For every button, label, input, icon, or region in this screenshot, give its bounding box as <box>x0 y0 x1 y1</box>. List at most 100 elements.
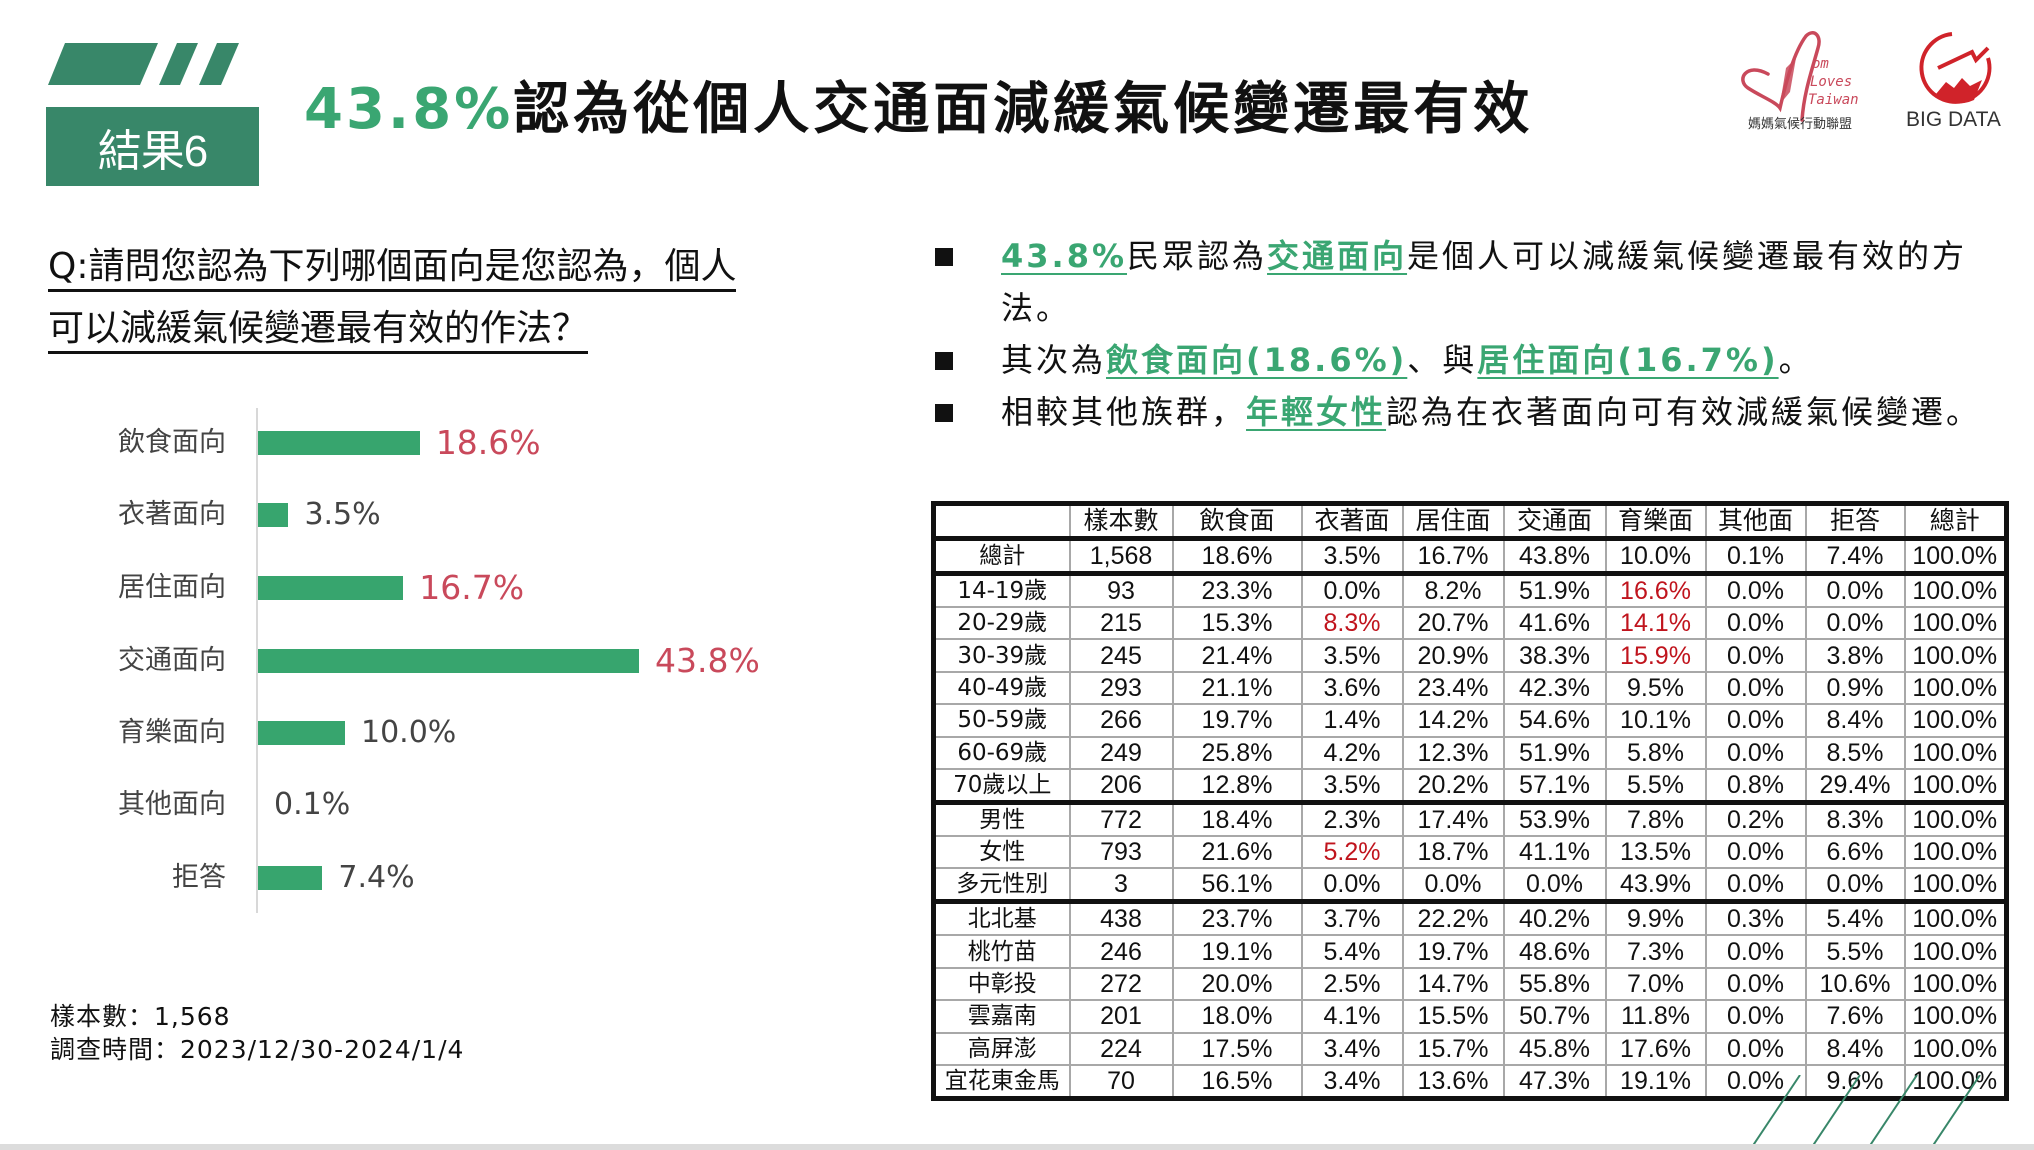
table-cell: 11.8% <box>1604 999 1707 1034</box>
table-cell: 16.6% <box>1604 571 1707 608</box>
table-cell: 100.0% <box>1903 899 2008 937</box>
finding-bullet-3: 相較其他族群，年輕女性認為在衣著面向可有效減緩氣候變遷。 <box>935 386 2015 438</box>
question-line-2: 可以減緩氣候變遷最有效的作法？ <box>48 308 589 354</box>
table-cell: 43.8% <box>1502 536 1607 575</box>
bar <box>258 649 640 673</box>
table-cell: 0.0% <box>1704 1063 1807 1100</box>
finding-text: 、與 <box>1407 341 1478 379</box>
table-cell: 206 <box>1068 767 1174 804</box>
table-row: 50-59歲 266 19.7% 1.4% 14.2% 54.6% 10.1% 0.0% 8.4… <box>932 703 2008 738</box>
table-cell: 100.0% <box>1903 867 2008 903</box>
sample-size: 樣本數：1,568 <box>50 1002 231 1031</box>
table-cell: 3 <box>1068 867 1174 903</box>
table-cell: 2.5% <box>1300 966 1404 1002</box>
title-highlight-percent: 43.8% <box>304 77 514 142</box>
table-cell: 1.4% <box>1300 703 1404 738</box>
bar-category-label: 交通面向 <box>118 645 226 676</box>
table-cell: 23.4% <box>1401 670 1505 706</box>
table-cell: 22.2% <box>1401 899 1505 937</box>
bar-value-label: 3.5% <box>304 497 381 532</box>
table-cell: 100.0% <box>1903 934 2008 969</box>
table-cell: 5.2% <box>1300 834 1404 870</box>
table-cell: 0.0% <box>1502 867 1607 903</box>
table-cell: 0.0% <box>1704 571 1807 608</box>
table-cell: 54.6% <box>1502 703 1607 738</box>
table-cell: 25.8% <box>1171 735 1303 770</box>
table-cell: 100.0% <box>1903 703 2008 738</box>
bar-chart: 飲食面向 18.6% 衣著面向 3.5% 居住面向 16.7% 交通面向 43.8% 育樂面向 1… <box>0 400 880 920</box>
finding-text: 其次為 <box>1001 341 1107 379</box>
table-cell: 100.0% <box>1903 735 2008 770</box>
table-cell: 19.1% <box>1604 1063 1707 1100</box>
table-cell: 16.5% <box>1171 1063 1303 1100</box>
table-cell: 12.8% <box>1171 767 1303 804</box>
table-column-header: 飲食面 <box>1171 502 1303 540</box>
table-cell: 5.8% <box>1604 735 1707 770</box>
table-cell: 7.4% <box>1804 536 1906 575</box>
table-row: 北北基 438 23.7% 3.7% 22.2% 40.2% 9.9% 0.3% 5.4% 100… <box>932 899 2008 937</box>
table-cell: 41.6% <box>1502 605 1607 641</box>
table-cell: 50.7% <box>1502 999 1607 1034</box>
table-cell: 0.0% <box>1300 867 1404 903</box>
bar-category-label: 拒答 <box>172 862 226 893</box>
bar-value-label: 18.6% <box>435 423 541 462</box>
table-cell: 18.0% <box>1171 999 1303 1034</box>
table-cell: 100.0% <box>1903 536 2008 575</box>
bar <box>258 576 404 600</box>
bar-category-label: 居住面向 <box>118 572 226 603</box>
table-cell: 20.0% <box>1171 966 1303 1002</box>
table-cell: 100.0% <box>1903 799 2008 837</box>
mom-loves-taiwan-logo: om Loves Taiwan 媽媽氣候行動聯盟 <box>1741 31 1859 132</box>
table-cell: 17.4% <box>1401 799 1505 837</box>
table-cell: 10.1% <box>1604 703 1707 738</box>
table-cell: 0.0% <box>1704 703 1807 738</box>
table-cell: 10.6% <box>1804 966 1906 1002</box>
table-cell: 4.1% <box>1300 999 1404 1034</box>
table-cell: 4.2% <box>1300 735 1404 770</box>
table-cell: 0.0% <box>1704 735 1807 770</box>
table-cell: 9.9% <box>1604 899 1707 937</box>
table-cell: 6.6% <box>1804 834 1906 870</box>
table-row-label: 宜花東金馬 <box>932 1063 1071 1100</box>
bar-category-label: 育樂面向 <box>118 717 226 748</box>
table-cell: 100.0% <box>1903 605 2008 641</box>
table-cell: 8.3% <box>1300 605 1404 641</box>
table-cell: 0.0% <box>1401 867 1505 903</box>
finding-text: 是個人可以減緩氣候變遷最有效的方法。 <box>1001 237 1968 327</box>
table-cell: 7.6% <box>1804 999 1906 1034</box>
bar-row: 衣著面向 3.5% <box>0 495 880 535</box>
table-column-header <box>932 502 1071 540</box>
table-cell: 3.6% <box>1300 670 1404 706</box>
table-cell: 41.1% <box>1502 834 1607 870</box>
bar <box>258 431 420 455</box>
table-row-label: 男性 <box>932 799 1071 837</box>
table-cell: 100.0% <box>1903 966 2008 1002</box>
table-row-label: 女性 <box>932 834 1071 870</box>
bar-category-label: 其他面向 <box>118 789 226 820</box>
bar-value-label: 7.4% <box>338 860 415 895</box>
table-cell: 14.7% <box>1401 966 1505 1002</box>
table-cell: 7.8% <box>1604 799 1707 837</box>
table-cell: 48.6% <box>1502 934 1607 969</box>
table-cell: 0.8% <box>1704 767 1807 804</box>
table-cell: 0.0% <box>1704 638 1807 673</box>
table-row-label: 高屏澎 <box>932 1031 1071 1066</box>
bar-row: 育樂面向 10.0% <box>0 713 880 753</box>
table-cell: 19.1% <box>1171 934 1303 969</box>
table-cell: 3.5% <box>1300 767 1404 804</box>
table-column-header: 其他面 <box>1704 502 1807 540</box>
table-row-label: 40-49歲 <box>932 670 1071 706</box>
finding-text: 認為在衣著面向可有效減緩氣候變遷。 <box>1386 393 1982 431</box>
table-cell: 15.5% <box>1401 999 1505 1034</box>
table-cell: 9.5% <box>1604 670 1707 706</box>
table-cell: 13.6% <box>1401 1063 1505 1100</box>
table-cell: 793 <box>1068 834 1174 870</box>
table-row: 女性 793 21.6% 5.2% 18.7% 41.1% 13.5% 0.0% 6.6% 100… <box>932 834 2008 870</box>
table-cell: 5.4% <box>1804 899 1906 937</box>
table-cell: 38.3% <box>1502 638 1607 673</box>
table-header-row: 樣本數 飲食面 衣著面 居住面 交通面 育樂面 其他面 拒答 總計 <box>932 502 2008 540</box>
table-cell: 0.0% <box>1704 999 1807 1034</box>
table-cell: 3.4% <box>1300 1063 1404 1100</box>
table-cell: 224 <box>1068 1031 1174 1066</box>
table-cell: 3.4% <box>1300 1031 1404 1066</box>
